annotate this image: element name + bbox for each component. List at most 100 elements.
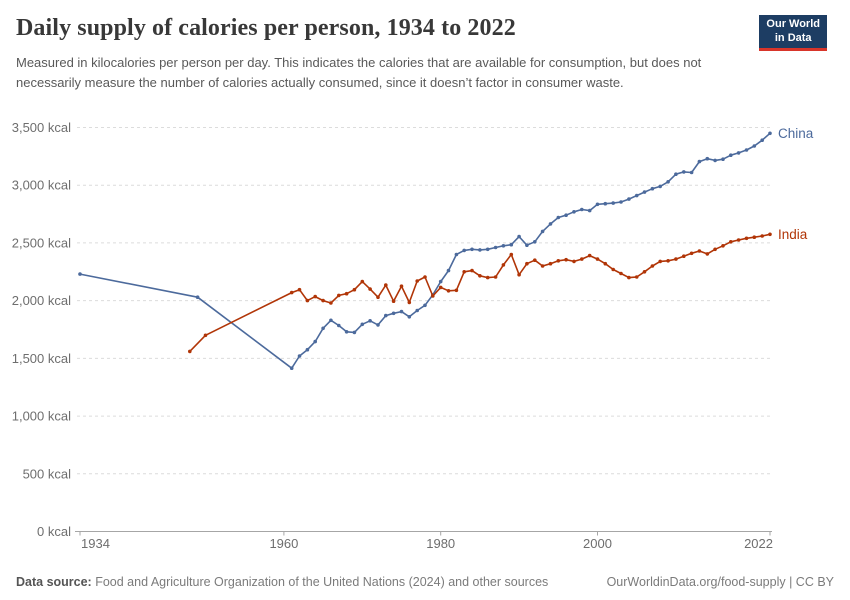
china-data-point[interactable] [321,326,325,331]
china-data-point[interactable] [603,201,608,206]
china-data-point[interactable] [329,318,333,323]
china-data-point[interactable] [533,240,537,244]
china-data-point[interactable] [564,213,568,217]
china-data-point[interactable] [744,148,749,152]
india-data-point[interactable] [313,294,318,299]
india-data-point[interactable] [376,295,380,300]
india-data-point[interactable] [423,275,427,279]
china-data-point[interactable] [682,170,686,174]
china-data-point[interactable] [509,242,514,247]
india-data-point[interactable] [360,279,365,284]
china-data-point[interactable] [674,172,678,176]
india-data-point[interactable] [611,267,615,272]
china-data-point[interactable] [768,131,772,136]
china-data-point[interactable] [376,323,380,327]
india-data-point[interactable] [399,284,404,289]
china-data-point[interactable] [470,247,474,252]
china-data-point[interactable] [384,313,388,318]
india-data-point[interactable] [705,252,710,256]
india-data-point[interactable] [289,290,294,295]
china-data-point[interactable] [446,268,451,273]
india-data-point[interactable] [415,279,420,283]
china-data-point[interactable] [337,323,341,328]
china-data-point[interactable] [697,159,702,164]
china-data-point[interactable] [478,248,482,252]
india-data-point[interactable] [768,232,772,237]
india-data-point[interactable] [744,236,749,241]
india-data-point[interactable] [525,261,529,266]
china-data-point[interactable] [399,309,404,314]
india-data-point[interactable] [721,244,725,248]
footer-citation-link[interactable]: OurWorldinData.org/food-supply | CC BY [606,575,834,589]
china-data-point[interactable] [297,354,302,358]
india-data-point[interactable] [760,234,764,238]
china-data-point[interactable] [438,279,443,284]
india-data-point[interactable] [384,283,388,287]
india-data-point[interactable] [485,275,490,280]
india-data-point[interactable] [501,263,506,267]
china-data-point[interactable] [721,157,725,161]
india-data-point[interactable] [658,259,662,264]
owid-logo[interactable]: Our World in Data [759,15,827,51]
india-data-point[interactable] [438,285,443,290]
india-data-point[interactable] [752,235,757,239]
china-data-point[interactable] [713,158,717,163]
china-data-point[interactable] [650,186,655,191]
india-data-point[interactable] [627,275,631,280]
china-data-point[interactable] [195,295,200,300]
china-data-point[interactable] [540,229,545,234]
china-data-point[interactable] [462,248,467,253]
india-data-point[interactable] [540,264,545,268]
china-data-point[interactable] [313,339,318,344]
china-data-point[interactable] [580,207,584,212]
china-line[interactable] [79,132,771,370]
india-data-point[interactable] [431,294,435,298]
india-data-point[interactable] [305,298,310,303]
india-data-point[interactable] [619,271,623,276]
india-data-point[interactable] [650,264,655,268]
india-data-point[interactable] [689,251,694,256]
india-data-point[interactable] [580,257,584,261]
india-data-point[interactable] [478,274,482,278]
china-data-point[interactable] [642,190,647,194]
india-data-point[interactable] [595,257,600,261]
india-data-point[interactable] [666,259,670,263]
china-data-point[interactable] [666,180,670,184]
china-data-point[interactable] [689,170,694,175]
india-data-point[interactable] [407,300,412,305]
china-data-point[interactable] [454,252,459,257]
india-data-point[interactable] [470,268,474,273]
china-data-point[interactable] [525,243,529,247]
china-data-point[interactable] [415,308,420,313]
china-data-point[interactable] [517,234,521,239]
india-data-point[interactable] [603,261,608,266]
china-data-point[interactable] [289,366,294,371]
china-data-point[interactable] [752,144,757,148]
india-line[interactable] [189,233,771,353]
china-data-point[interactable] [485,247,490,252]
india-data-point[interactable] [462,270,467,274]
india-data-point[interactable] [321,298,325,303]
india-data-point[interactable] [587,253,592,258]
india-data-point[interactable] [352,287,357,292]
india-data-point[interactable] [713,247,717,252]
india-data-point[interactable] [329,301,333,305]
china-data-point[interactable] [423,303,427,308]
china-data-point[interactable] [572,210,576,214]
china-data-point[interactable] [658,184,662,189]
india-data-point[interactable] [564,257,568,262]
china-data-point[interactable] [305,347,310,352]
india-data-point[interactable] [556,259,561,263]
india-data-point[interactable] [446,289,451,293]
china-series-label[interactable]: China [778,126,814,141]
india-data-point[interactable] [297,287,302,292]
india-data-point[interactable] [548,261,553,266]
india-data-point[interactable] [344,291,349,296]
china-data-point[interactable] [352,330,357,335]
india-data-point[interactable] [188,349,192,354]
china-data-point[interactable] [705,156,710,161]
india-data-point[interactable] [493,275,498,279]
china-data-point[interactable] [344,330,349,334]
china-data-point[interactable] [736,151,741,155]
india-data-point[interactable] [391,299,396,304]
